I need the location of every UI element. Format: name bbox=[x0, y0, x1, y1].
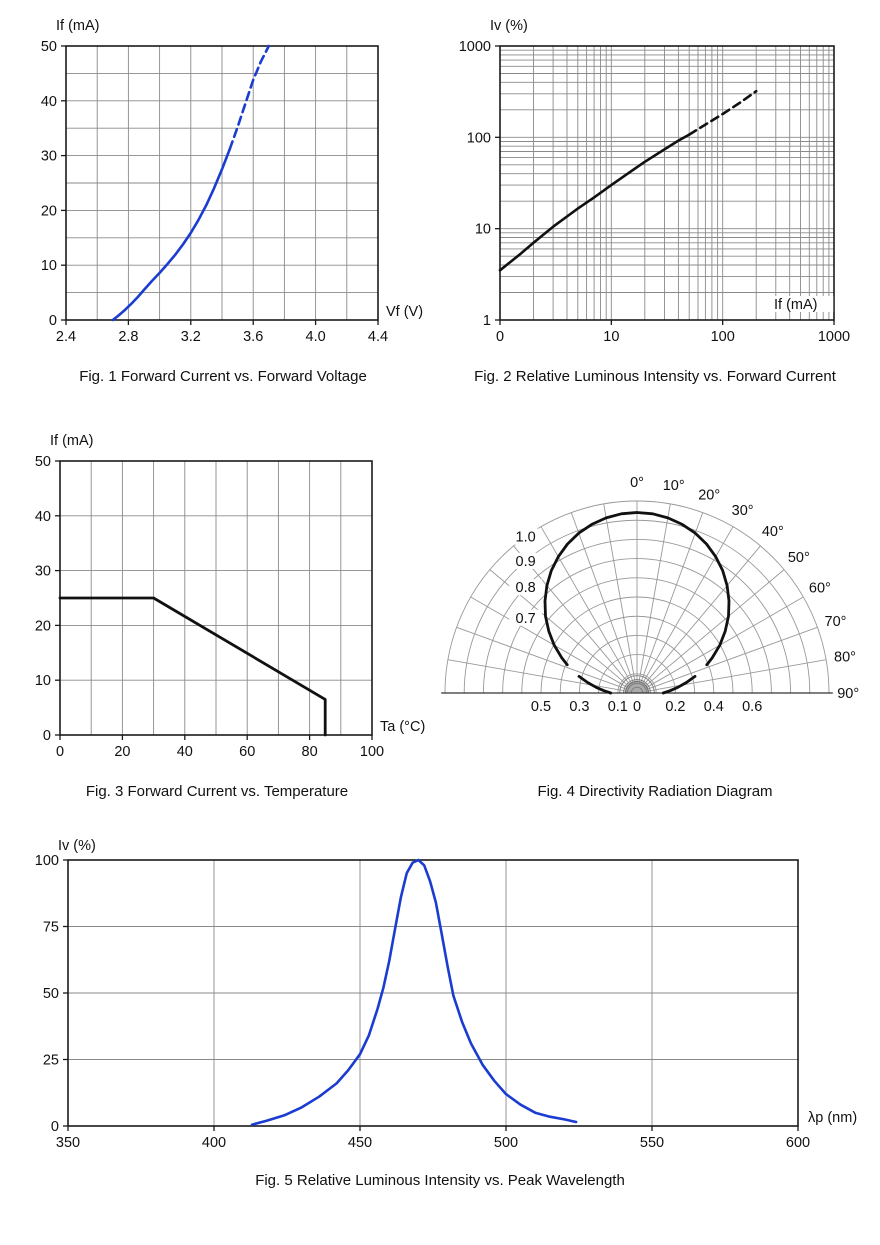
svg-text:3.2: 3.2 bbox=[181, 329, 201, 345]
svg-text:30: 30 bbox=[35, 564, 51, 580]
svg-text:0.9: 0.9 bbox=[516, 554, 536, 570]
fig1-caption: Fig. 1 Forward Current vs. Forward Volta… bbox=[79, 368, 367, 385]
svg-text:0.3: 0.3 bbox=[569, 699, 589, 715]
fig3-block: 0 20 40 60 80 100 0 10 20 30 40 50 If (mA) Ta (°C) Fi… bbox=[2, 425, 432, 800]
svg-text:0: 0 bbox=[49, 313, 57, 329]
svg-text:20: 20 bbox=[114, 744, 130, 760]
svg-text:0.7: 0.7 bbox=[516, 611, 536, 627]
charts-row-2: 0 20 40 60 80 100 0 10 20 30 40 50 If (mA) Ta (°C) Fi… bbox=[4, 425, 876, 800]
svg-text:40°: 40° bbox=[762, 524, 784, 540]
svg-text:50: 50 bbox=[43, 986, 59, 1002]
charts-row-1: 2.4 2.8 3.2 3.6 4.0 4.4 0 10 20 30 40 50 If (mA) Vf (… bbox=[4, 10, 876, 385]
svg-text:Vf (V): Vf (V) bbox=[386, 304, 423, 320]
fig3-plot: 0 20 40 60 80 100 0 10 20 30 40 50 If (mA) Ta (°C) bbox=[35, 433, 425, 760]
svg-text:450: 450 bbox=[348, 1135, 372, 1151]
svg-text:1: 1 bbox=[483, 313, 491, 329]
fig3-caption: Fig. 3 Forward Current vs. Temperature bbox=[85, 783, 349, 800]
svg-text:550: 550 bbox=[640, 1135, 664, 1151]
fig4-polar-plot: 0° 10° 20° 30° 40°50° 60° 70° 80° 90° 1.0 0.9 0.8 0.… bbox=[441, 475, 859, 715]
svg-text:0.2: 0.2 bbox=[665, 699, 685, 715]
svg-text:40: 40 bbox=[41, 94, 57, 110]
svg-text:4.0: 4.0 bbox=[306, 329, 326, 345]
svg-text:1000: 1000 bbox=[818, 329, 850, 345]
svg-text:20: 20 bbox=[41, 203, 57, 219]
fig5-block: 350 400 450 500 550 600 0 25 50 75 100 Iv (%) λp (nm… bbox=[8, 834, 872, 1189]
svg-text:10: 10 bbox=[35, 673, 51, 689]
datasheet-page: 2.4 2.8 3.2 3.6 4.0 4.4 0 10 20 30 40 50 If (mA) Vf (… bbox=[4, 10, 876, 1189]
svg-text:4.4: 4.4 bbox=[368, 329, 388, 345]
svg-text:0: 0 bbox=[51, 1119, 59, 1135]
fig4-caption: Fig. 4 Directivity Radiation Diagram bbox=[537, 783, 773, 800]
svg-text:100: 100 bbox=[360, 744, 384, 760]
fig2-block: 0 10 100 1000 1 10 100 1000 Iv (%) If (mA) Fig. 2… bbox=[438, 10, 872, 385]
svg-text:0: 0 bbox=[56, 744, 64, 760]
svg-text:100: 100 bbox=[467, 130, 491, 146]
fig1-block: 2.4 2.8 3.2 3.6 4.0 4.4 0 10 20 30 40 50 If (mA) Vf (… bbox=[8, 10, 438, 385]
charts-row-3: 350 400 450 500 550 600 0 25 50 75 100 Iv (%) λp (nm… bbox=[4, 834, 876, 1189]
svg-text:1000: 1000 bbox=[459, 39, 491, 55]
svg-text:0.8: 0.8 bbox=[516, 580, 536, 596]
svg-text:If (mA): If (mA) bbox=[774, 297, 818, 313]
svg-text:60°: 60° bbox=[809, 580, 831, 596]
svg-text:10: 10 bbox=[475, 222, 491, 238]
svg-text:40: 40 bbox=[35, 509, 51, 525]
svg-text:0.5: 0.5 bbox=[531, 699, 551, 715]
svg-text:50: 50 bbox=[41, 39, 57, 55]
svg-text:2.4: 2.4 bbox=[56, 329, 76, 345]
svg-text:Iv (%): Iv (%) bbox=[490, 18, 528, 34]
svg-text:500: 500 bbox=[494, 1135, 518, 1151]
svg-text:0: 0 bbox=[633, 699, 641, 715]
svg-text:0.4: 0.4 bbox=[704, 699, 724, 715]
svg-text:Iv (%): Iv (%) bbox=[58, 838, 96, 854]
svg-text:40: 40 bbox=[177, 744, 193, 760]
fig2-caption: Fig. 2 Relative Luminous Intensity vs. F… bbox=[474, 368, 836, 385]
svg-text:90°: 90° bbox=[837, 686, 859, 702]
svg-text:10: 10 bbox=[41, 258, 57, 274]
svg-text:100: 100 bbox=[35, 853, 59, 869]
svg-text:25: 25 bbox=[43, 1053, 59, 1069]
svg-text:30: 30 bbox=[41, 149, 57, 165]
svg-text:0.1: 0.1 bbox=[608, 699, 628, 715]
fig1-plot: 2.4 2.8 3.2 3.6 4.0 4.4 0 10 20 30 40 50 If (mA) Vf (… bbox=[41, 18, 423, 345]
svg-text:60: 60 bbox=[239, 744, 255, 760]
svg-text:75: 75 bbox=[43, 920, 59, 936]
svg-text:If (mA): If (mA) bbox=[50, 433, 94, 449]
svg-text:80°: 80° bbox=[834, 649, 856, 665]
svg-text:10°: 10° bbox=[663, 478, 685, 494]
svg-text:400: 400 bbox=[202, 1135, 226, 1151]
svg-text:70°: 70° bbox=[825, 614, 847, 630]
svg-text:20°: 20° bbox=[698, 488, 720, 504]
svg-text:350: 350 bbox=[56, 1135, 80, 1151]
svg-text:600: 600 bbox=[786, 1135, 810, 1151]
svg-text:0.6: 0.6 bbox=[742, 699, 762, 715]
svg-text:20: 20 bbox=[35, 618, 51, 634]
svg-text:80: 80 bbox=[302, 744, 318, 760]
svg-text:50°: 50° bbox=[788, 550, 810, 566]
svg-text:100: 100 bbox=[711, 329, 735, 345]
svg-text:2.8: 2.8 bbox=[118, 329, 138, 345]
svg-text:30°: 30° bbox=[732, 503, 754, 519]
svg-text:3.6: 3.6 bbox=[243, 329, 263, 345]
svg-text:10: 10 bbox=[603, 329, 619, 345]
svg-text:If (mA): If (mA) bbox=[56, 18, 100, 34]
fig2-plot: 0 10 100 1000 1 10 100 1000 Iv (%) If (mA) bbox=[459, 18, 850, 345]
svg-text:0°: 0° bbox=[630, 475, 644, 491]
fig5-caption: Fig. 5 Relative Luminous Intensity vs. P… bbox=[255, 1172, 625, 1189]
fig4-block: 0° 10° 20° 30° 40° 50° 60° 70° 80° 90° 1.0 0.9 0.8 0.… bbox=[432, 425, 878, 800]
svg-text:50: 50 bbox=[35, 454, 51, 470]
svg-text:0: 0 bbox=[43, 728, 51, 744]
svg-text:1.0: 1.0 bbox=[516, 530, 536, 546]
svg-text:λp (nm): λp (nm) bbox=[808, 1110, 857, 1126]
svg-text:Ta (°C): Ta (°C) bbox=[380, 719, 425, 735]
svg-text:0: 0 bbox=[496, 329, 504, 345]
